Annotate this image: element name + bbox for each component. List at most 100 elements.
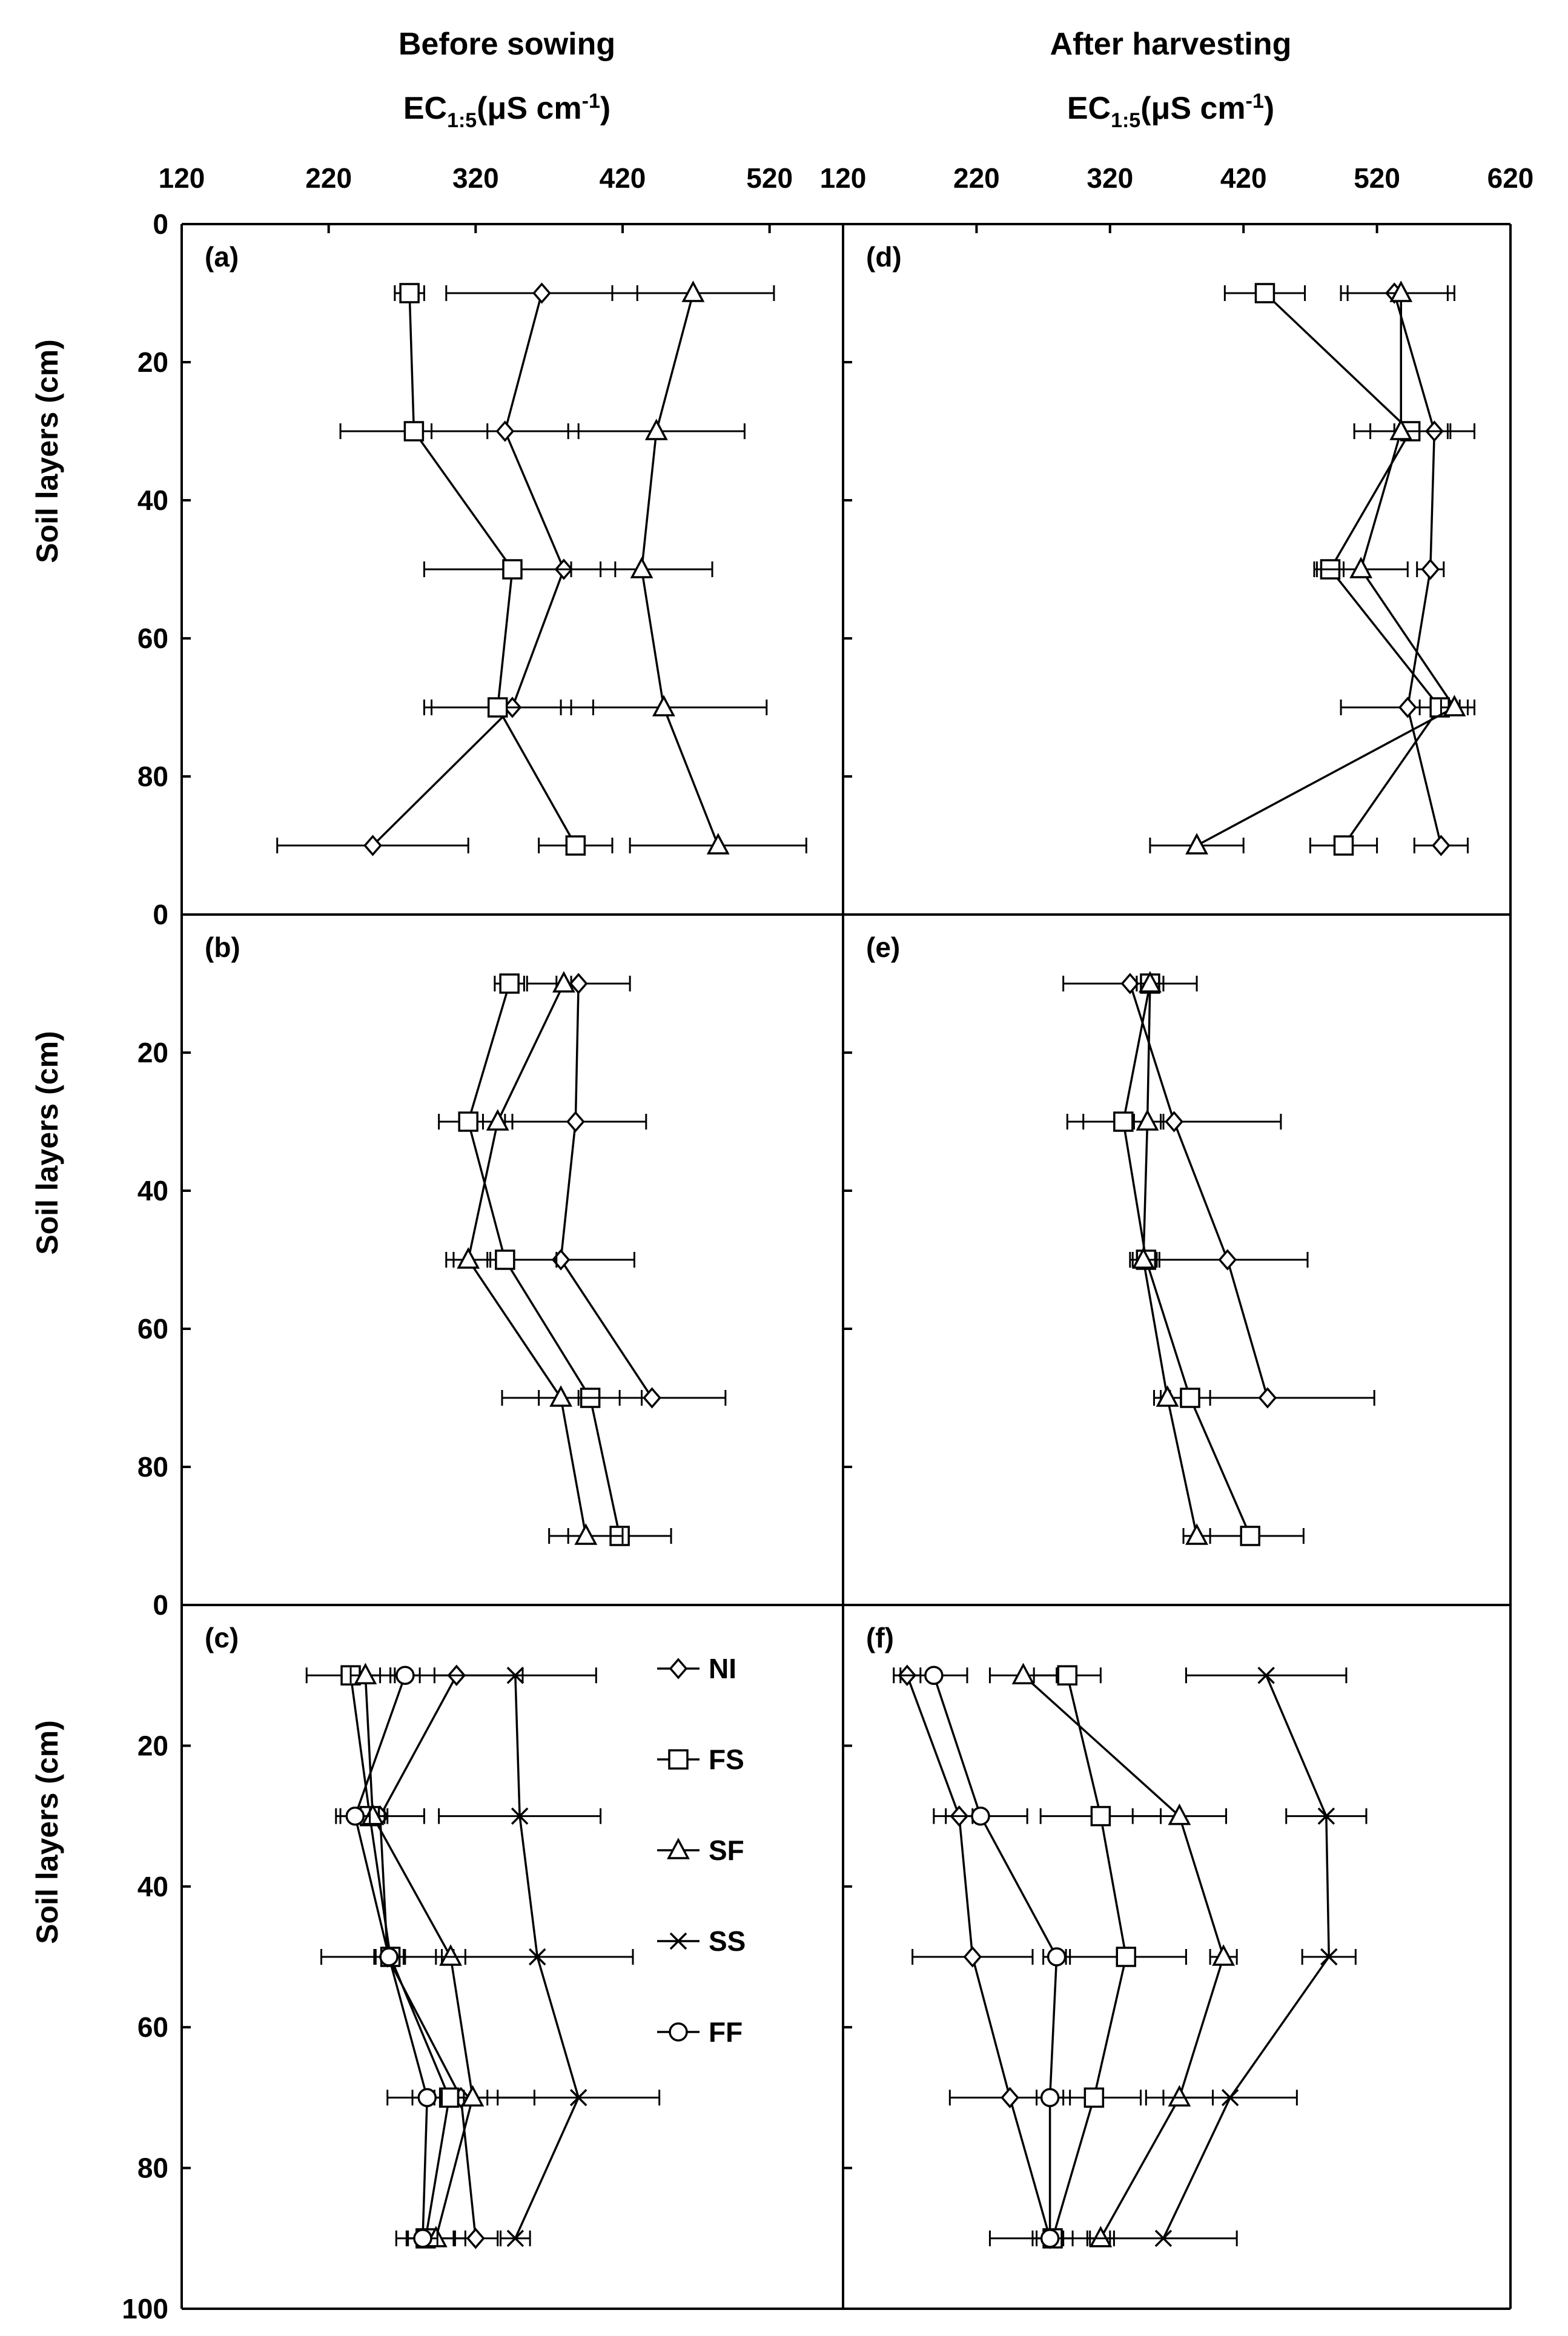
point-ni [1421, 558, 1440, 580]
legend-item-ss: SS [657, 1925, 746, 1957]
y-tick-label: 20 [137, 1037, 168, 1068]
x-tick-label: 120 [820, 162, 867, 194]
point-ff [413, 2229, 432, 2248]
series-line [1129, 983, 1269, 1398]
legend-marker-ni [669, 1658, 688, 1679]
point-ss [506, 2229, 524, 2248]
panel-label-b: (b) [205, 931, 240, 963]
point-ni [1432, 835, 1451, 856]
point-ss-stroke [506, 2229, 524, 2248]
point-ss-stroke [511, 1807, 529, 1825]
point-sf [1389, 280, 1413, 302]
point-sf [681, 280, 705, 302]
point-ss [1317, 1807, 1335, 1825]
point-ff [1047, 1947, 1067, 1967]
point-sf [644, 419, 668, 440]
point-ni [532, 282, 551, 304]
point-ss [506, 1666, 524, 1684]
point-sf [652, 695, 675, 716]
legend-marker-ss-stroke [669, 1932, 687, 1950]
y-tick-label: 40 [137, 1175, 168, 1206]
legend-label: NI [709, 1653, 736, 1684]
legend-marker-ss [669, 1932, 687, 1950]
point-fs [495, 1249, 515, 1270]
point-ff [924, 1666, 944, 1685]
legend-item-sf: SF [657, 1835, 744, 1866]
point-fs [399, 283, 420, 303]
x-tick-label: 220 [305, 162, 352, 194]
point-sf [1168, 1803, 1191, 1825]
point-fs [1113, 1111, 1134, 1132]
y-tick-label: 20 [137, 346, 168, 378]
point-ni [1258, 1387, 1277, 1409]
point-fs [1090, 1805, 1111, 1827]
point-ni [495, 420, 515, 442]
series-ni-e [1062, 973, 1375, 1409]
panel-label-d: (d) [866, 241, 902, 273]
panel-b: (b) [205, 931, 727, 1546]
point-fs [1180, 1388, 1200, 1408]
point-ff [379, 1947, 399, 1967]
y-tick-label: 40 [137, 485, 168, 516]
point-ss [511, 1807, 529, 1825]
panel-label-c: (c) [205, 1622, 239, 1653]
panel-label-a: (a) [205, 241, 239, 273]
point-sf [630, 557, 653, 578]
y-tick-label: 100 [122, 2293, 168, 2324]
point-fs [403, 421, 425, 442]
point-sf [1349, 557, 1373, 578]
y-tick-label: 80 [137, 1451, 168, 1483]
point-ni [1001, 2086, 1019, 2109]
point-fs [499, 973, 520, 994]
point-sf [574, 1523, 598, 1545]
point-fs [1240, 1526, 1260, 1546]
right-column-title: After harvesting [1050, 27, 1292, 62]
series-sf-a [560, 280, 807, 855]
x-tick-label: 420 [600, 162, 646, 194]
y-tick-label: 40 [137, 1871, 168, 1902]
point-ni [963, 1946, 982, 1968]
y-axis-title-bottom: Soil layers (cm) [30, 1720, 64, 1944]
y-tick-label: 60 [137, 1313, 168, 1345]
point-ss [1320, 1948, 1338, 1966]
legend-item-ff: FF [657, 2016, 743, 2048]
y-tick-label: 60 [137, 623, 168, 654]
point-sf [486, 1109, 509, 1131]
y-tick-label: 60 [137, 2011, 168, 2043]
panel-e: (e) [866, 931, 1375, 1546]
x-tick-label: 420 [1220, 162, 1267, 194]
legend-item-fs: FS [657, 1744, 744, 1775]
point-ni [1120, 973, 1140, 994]
point-sf [549, 1385, 572, 1407]
series-ss-f [1089, 1666, 1368, 2248]
series-ff-c [339, 1666, 443, 2248]
legend-marker-sf [667, 1838, 690, 1859]
point-ff [345, 1806, 365, 1826]
point-fs [438, 2087, 460, 2108]
legend-label: SF [709, 1835, 744, 1866]
y-tick-label: 0 [153, 1589, 168, 1621]
legend-marker-ff [669, 2022, 688, 2042]
point-ss-stroke [1320, 1948, 1338, 1966]
point-fs [1333, 835, 1354, 856]
x-tick-label: 320 [452, 162, 499, 194]
point-ff [395, 1666, 415, 1685]
legend-label: FF [709, 2016, 743, 2048]
series-ff-f [899, 1666, 1071, 2248]
point-ff [971, 1806, 990, 1826]
legend-item-ni: NI [657, 1653, 736, 1684]
point-sf [1168, 2085, 1191, 2107]
series-line [560, 983, 653, 1398]
point-fs [565, 835, 586, 856]
x-tick-label: 520 [746, 162, 793, 194]
point-ff [1040, 2229, 1060, 2248]
point-ss [529, 1948, 546, 1966]
point-ss-stroke [529, 1948, 546, 1966]
point-ni [569, 973, 588, 994]
point-fs [1083, 2087, 1105, 2108]
legend-label: FS [709, 1744, 744, 1775]
panel-label-f: (f) [866, 1622, 894, 1653]
point-fs [1057, 1665, 1078, 1686]
y-tick-label: 20 [137, 1730, 168, 1761]
point-fs [1116, 1947, 1136, 1967]
